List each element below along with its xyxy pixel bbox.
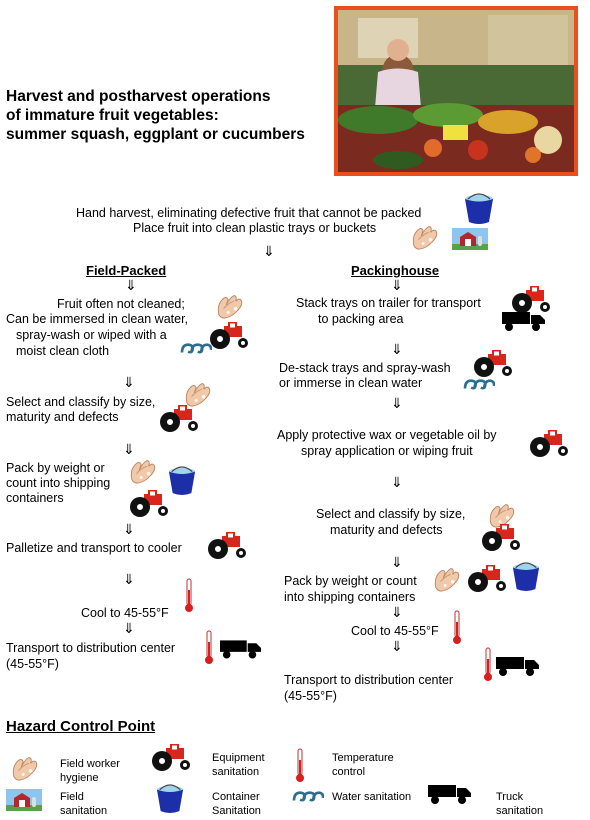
flow-arrow: ⇓ — [123, 441, 135, 457]
flow-arrow: ⇓ — [391, 638, 403, 654]
water-icon — [292, 790, 324, 804]
ph-step-text: or immerse in clean water — [279, 376, 423, 390]
flow-arrow: ⇓ — [125, 277, 137, 293]
fp-step-text: containers — [6, 491, 64, 505]
fp-step-text: Cool to 45-55°F — [81, 606, 169, 620]
flow-arrow: ⇓ — [391, 395, 403, 411]
hands-icon — [432, 563, 462, 593]
tractor-icon — [130, 490, 170, 518]
ph-step-text: (45-55°F) — [284, 689, 337, 703]
water-icon — [180, 342, 212, 356]
thermometer-icon — [452, 610, 462, 646]
ph-step-text: Cool to 45-55°F — [351, 624, 439, 638]
step-hand-harvest: Hand harvest, eliminating defective frui… — [76, 206, 422, 220]
market-photo — [334, 6, 578, 176]
truck-icon — [502, 310, 546, 332]
title-line: Harvest and postharvest operations — [6, 88, 271, 105]
fp-step-text: count into shipping — [6, 476, 111, 490]
truck-icon — [496, 655, 540, 677]
flow-arrow: ⇓ — [391, 277, 403, 293]
thermometer-icon — [483, 647, 493, 683]
ph-step-text: Select and classify by size, — [316, 507, 466, 521]
hands-icon — [183, 378, 213, 408]
barn-icon — [452, 228, 488, 250]
fp-step-text: Fruit often not cleaned; — [57, 297, 185, 311]
fp-step-text: moist clean cloth — [16, 344, 110, 358]
flow-arrow: ⇓ — [123, 521, 135, 537]
thermometer-icon — [204, 630, 214, 666]
tractor-icon — [468, 565, 508, 593]
bucket-icon — [464, 193, 494, 225]
hands-icon — [10, 752, 40, 782]
ph-step-text: Stack trays on trailer for transport — [296, 296, 481, 310]
hands-icon — [128, 455, 158, 485]
tractor-icon — [152, 744, 192, 772]
ph-step-text: to packing area — [318, 312, 404, 326]
tractor-icon — [160, 405, 200, 433]
hands-icon — [410, 221, 440, 251]
packinghouse-heading: Packinghouse — [351, 263, 440, 278]
flow-arrow: ⇓ — [263, 243, 275, 259]
page-title: Harvest and postharvest operations of im… — [6, 87, 305, 144]
ph-step-text: spray application or wiping fruit — [301, 444, 473, 458]
flow-arrow: ⇓ — [391, 554, 403, 570]
bucket-icon — [168, 466, 196, 496]
field-packed-heading: Field-Packed — [86, 263, 167, 278]
fp-step-text: spray-wash or wiped with a — [16, 328, 167, 342]
flow-arrow: ⇓ — [391, 604, 403, 620]
thermometer-icon — [295, 748, 305, 784]
tractor-icon — [474, 350, 514, 378]
flow-arrow: ⇓ — [123, 374, 135, 390]
title-line: summer squash, eggplant or cucumbers — [6, 126, 305, 143]
title-line: of immature fruit vegetables: — [6, 107, 219, 124]
ph-step-text: maturity and defects — [330, 523, 443, 537]
hands-icon — [215, 290, 245, 320]
fp-step-text: Can be immersed in clean water, — [6, 312, 189, 326]
legend-label: Field worker hygiene — [60, 758, 120, 784]
legend-heading: Hazard Control Point — [6, 718, 156, 735]
barn-icon — [6, 789, 42, 811]
fp-step-text: Pack by weight or — [6, 461, 105, 475]
fp-step-text: Transport to distribution center — [6, 641, 176, 655]
ph-step-text: Pack by weight or count — [284, 574, 417, 588]
tractor-icon — [208, 532, 248, 560]
flow-arrow: ⇓ — [123, 620, 135, 636]
flow-arrow: ⇓ — [391, 341, 403, 357]
flow-arrow: ⇓ — [391, 474, 403, 490]
bucket-icon — [512, 562, 540, 592]
thermometer-icon — [184, 578, 194, 614]
ph-step-text: Apply protective wax or vegetable oil by — [277, 428, 497, 442]
legend-label: Equipment sanitation — [212, 752, 265, 778]
legend-label: Container Sanitation — [212, 791, 261, 817]
legend-label: Field sanitation — [60, 791, 108, 817]
step-place-trays: Place fruit into clean plastic trays or … — [133, 221, 377, 235]
tractor-icon — [482, 524, 522, 552]
legend-label: Temperature control — [332, 752, 394, 778]
ph-step-text: Transport to distribution center — [284, 673, 454, 687]
fp-step-text: maturity and defects — [6, 410, 119, 424]
ph-step-text: into shipping containers — [284, 590, 416, 604]
fp-step-text: Palletize and transport to cooler — [6, 541, 182, 555]
legend-label: Water sanitation — [332, 791, 412, 803]
truck-icon — [220, 638, 262, 660]
legend-label: Truck sanitation — [496, 791, 544, 817]
ph-step-text: De-stack trays and spray-wash — [279, 361, 451, 375]
truck-icon — [428, 783, 472, 805]
fp-step-text: Select and classify by size, — [6, 395, 156, 409]
fp-step-text: (45-55°F) — [6, 657, 59, 671]
tractor-icon — [210, 322, 250, 350]
bucket-icon — [156, 784, 184, 814]
water-icon — [463, 378, 495, 392]
tractor-icon — [530, 430, 570, 458]
flow-arrow: ⇓ — [123, 571, 135, 587]
